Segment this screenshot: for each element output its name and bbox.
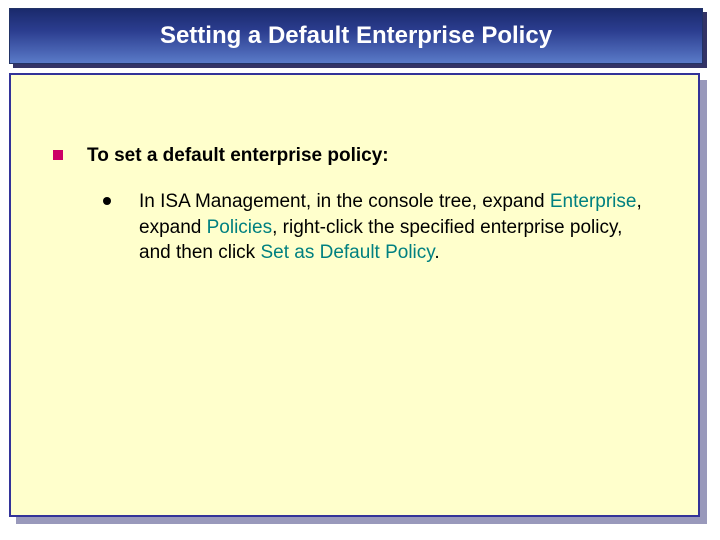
slide-title: Setting a Default Enterprise Policy <box>160 22 552 50</box>
step-text: In ISA Management, in the console tree, … <box>139 189 656 266</box>
step-highlight-setdefault: Set as Default Policy <box>260 242 434 263</box>
slide: Setting a Default Enterprise Policy To s… <box>0 0 720 540</box>
step-post: . <box>434 242 439 263</box>
heading-text: To set a default enterprise policy: <box>87 145 389 167</box>
step-highlight-policies: Policies <box>207 217 272 238</box>
title-bar: Setting a Default Enterprise Policy <box>9 8 703 64</box>
step-highlight-enterprise: Enterprise <box>550 191 637 212</box>
bullet-level2: In ISA Management, in the console tree, … <box>103 189 656 266</box>
bullet-level1: To set a default enterprise policy: <box>53 145 656 167</box>
step-pre1: In ISA Management, in the console tree, … <box>139 191 550 212</box>
square-bullet-icon <box>53 150 63 160</box>
body-panel: To set a default enterprise policy: In I… <box>9 73 700 517</box>
dot-bullet-icon <box>103 197 111 205</box>
